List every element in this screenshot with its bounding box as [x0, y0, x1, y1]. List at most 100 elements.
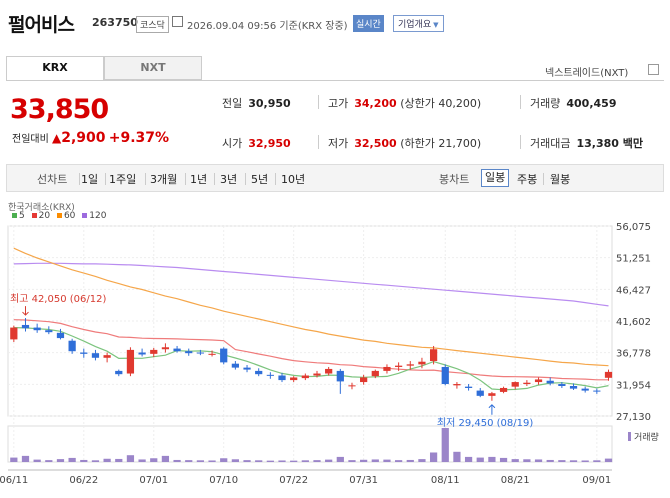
candle-body — [91, 353, 100, 358]
volume-bar — [150, 458, 158, 462]
x-tick-label: 06/22 — [69, 475, 98, 486]
volume-bar — [185, 460, 193, 462]
candle-body — [534, 379, 543, 383]
realtime-button[interactable]: 실시간 — [353, 15, 384, 32]
low-cell: 저가 32,500 (하한가 21,700) — [328, 135, 481, 151]
divider — [543, 173, 544, 185]
divider — [79, 173, 80, 185]
tab-krx[interactable]: KRX — [6, 56, 104, 80]
volume-bar — [325, 459, 333, 462]
candle-body — [243, 367, 251, 370]
candle-body — [150, 349, 158, 354]
high-label: 고가 — [328, 97, 349, 110]
volume-legend-swatch — [628, 432, 631, 441]
candle-body — [418, 361, 426, 365]
x-tick-label: 09/01 — [582, 475, 611, 486]
ma20-label: 20 — [38, 211, 51, 221]
volume-bar — [138, 459, 146, 462]
period-3y[interactable]: 3년 — [220, 173, 238, 186]
candle-body — [371, 370, 379, 377]
x-tick-label: 07/22 — [279, 475, 308, 486]
divider — [145, 173, 146, 185]
candle-body — [453, 384, 461, 386]
open-cell: 시가 32,950 — [222, 135, 291, 151]
market-badge: 코스닥 — [136, 16, 169, 33]
volume-bar — [406, 459, 414, 462]
ma20-swatch — [31, 213, 37, 218]
volume-bar — [569, 460, 578, 462]
candle-daily[interactable]: 일봉 — [481, 169, 510, 187]
candle-weekly[interactable]: 주봉 — [517, 173, 538, 186]
volume-bar — [499, 457, 508, 462]
candle-body — [488, 393, 496, 396]
period-1w[interactable]: 1주일 — [109, 173, 137, 186]
y-tick-label: 56,075 — [616, 222, 651, 233]
candle-body — [161, 347, 170, 350]
tab-nxt[interactable]: NXT — [104, 56, 202, 80]
volume-bar — [371, 459, 379, 462]
period-1y[interactable]: 1년 — [190, 173, 208, 186]
x-tick-label: 07/31 — [349, 475, 378, 486]
candle-body — [348, 385, 356, 387]
candle-body — [593, 390, 601, 392]
volume-bar — [301, 460, 309, 462]
candle-body — [220, 348, 228, 363]
period-3m[interactable]: 3개월 — [150, 173, 178, 186]
upper-limit: (상한가 40,200) — [400, 97, 482, 110]
period-10y[interactable]: 10년 — [281, 173, 306, 186]
ma120-label: 120 — [89, 211, 107, 221]
candle-body — [313, 373, 321, 376]
volume-label: 거래량 — [530, 97, 561, 110]
candle-chart-label: 봉차트 — [439, 173, 470, 186]
candle-monthly[interactable]: 월봉 — [550, 173, 571, 186]
ma-legend: 5 20 60 120 — [8, 211, 106, 221]
candle-body — [464, 386, 473, 388]
ma20-line — [13, 319, 609, 381]
period-1d[interactable]: 1일 — [81, 173, 99, 186]
volume-bar — [523, 459, 531, 462]
stock-code: 263750 — [92, 16, 138, 29]
ma60-swatch — [56, 213, 62, 218]
candle-body — [406, 364, 414, 366]
volume-bar — [488, 456, 496, 462]
volume-bar — [196, 460, 205, 462]
amount-value: 13,380 백만 — [576, 137, 644, 150]
tab-divider — [6, 80, 664, 81]
candle-body — [290, 377, 298, 381]
volume-bar — [593, 460, 601, 462]
amount-cell: 거래대금 13,380 백만 — [530, 135, 643, 151]
nextrade-label: 넥스트레이드(NXT) — [545, 68, 629, 79]
candle-body — [395, 365, 403, 367]
change-label: 전일대비 — [12, 134, 49, 145]
volume-legend-label: 거래량 — [634, 431, 659, 443]
nextrade-checkbox[interactable] — [648, 64, 659, 75]
x-tick-label: 06/11 — [0, 475, 28, 486]
ma60-label: 60 — [63, 211, 76, 221]
candle-body — [68, 340, 76, 352]
current-price: 33,850 — [10, 94, 109, 125]
divider — [105, 173, 106, 185]
volume-bar — [336, 456, 344, 462]
high-arrow-icon — [22, 306, 29, 316]
volume-cell: 거래량 400,459 — [530, 95, 616, 111]
period-5y[interactable]: 5년 — [251, 173, 269, 186]
volume-plot-frame — [7, 425, 613, 463]
volume-bar — [290, 460, 298, 462]
candle-body — [33, 327, 41, 331]
candle-body — [336, 370, 344, 382]
high-value: 34,200 — [354, 97, 397, 110]
candle-body — [173, 348, 181, 352]
volume-bar — [360, 459, 368, 462]
candle-body — [21, 324, 30, 329]
price-chart[interactable]: 56,075 51,251 46,427 41,602 36,778 31,954 27,1… — [0, 200, 670, 498]
candle-body — [441, 366, 449, 385]
lower-limit: (하한가 21,700) — [400, 137, 482, 150]
low-label: 저가 — [328, 137, 349, 150]
candle-body — [278, 375, 286, 381]
company-info-dropdown[interactable]: 기업개요 ▼ — [393, 15, 444, 32]
candle-body — [185, 351, 193, 354]
volume-bar — [208, 460, 216, 462]
candle-body — [126, 349, 135, 374]
x-tick-label: 07/01 — [139, 475, 168, 486]
candle-body — [511, 382, 519, 387]
